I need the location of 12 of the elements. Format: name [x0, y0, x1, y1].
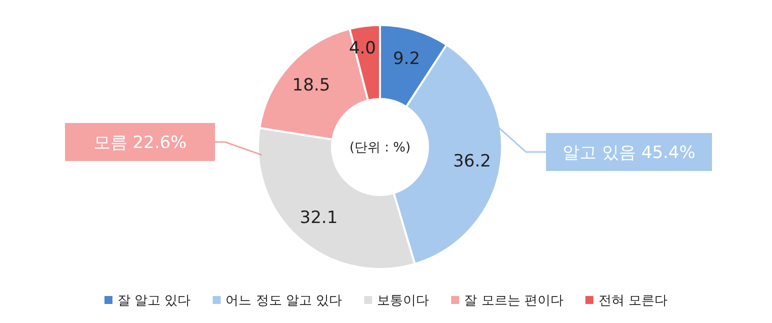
legend-label: 보통이다	[377, 294, 430, 309]
data-label: 32.1	[300, 208, 338, 228]
text: 알고 있음 45.4%	[562, 142, 696, 163]
legend-label: 어느 정도 알고 있다	[226, 294, 342, 309]
legend-label: 잘 모르는 편이다	[464, 294, 564, 309]
text: (단위 : %)	[349, 140, 411, 156]
legend-label: 전혀 모른다	[598, 294, 668, 309]
data-label: 9.2	[392, 48, 420, 69]
data-label: 18.5	[292, 75, 330, 96]
data-label: 36.2	[453, 151, 491, 172]
legend-label: 잘 알고 있다	[117, 294, 191, 309]
text: 모름 22.6%	[93, 132, 187, 153]
